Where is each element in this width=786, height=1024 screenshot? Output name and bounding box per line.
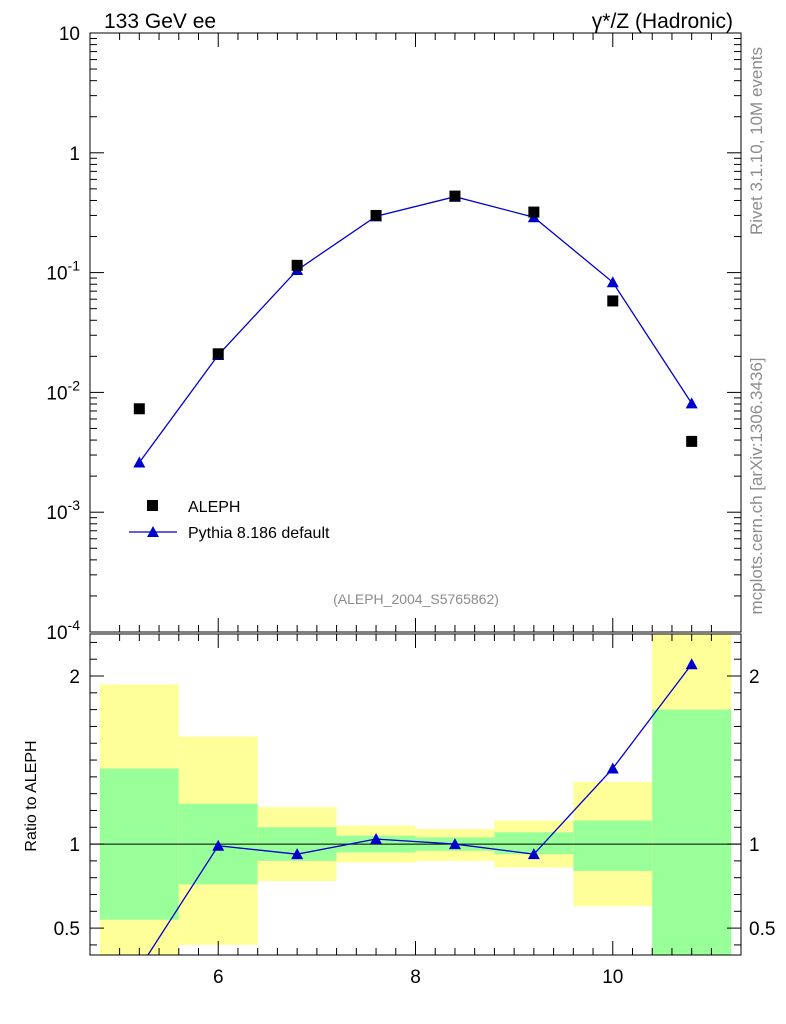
ratio-x-tick-label: 10 — [602, 967, 623, 988]
ratio-panel: 6 8 10 0.5 0.5 1 1 2 2 — [54, 633, 775, 988]
ratio-y-tick-label-right: 2 — [749, 667, 760, 688]
ratio-mc-point — [606, 762, 619, 774]
legend-mc-marker — [147, 526, 159, 537]
ratio-frame — [89, 633, 742, 956]
main-marks — [133, 190, 698, 468]
ratio-inner-band — [573, 820, 653, 871]
main-y-tick-label: 10-4 — [46, 617, 80, 644]
data-point — [607, 295, 619, 307]
ratio-inner-band — [494, 832, 574, 855]
ratio-y-tick-label-right: 1 — [749, 835, 760, 856]
mc-point — [133, 456, 146, 468]
ratio-y-tick-label-left: 2 — [69, 667, 80, 688]
data-point — [528, 206, 540, 218]
ratio-x-tick-label: 8 — [410, 967, 421, 988]
data-point — [449, 190, 461, 202]
ratio-mc-point — [212, 839, 225, 851]
main-y-tick-label: 10-1 — [46, 258, 80, 285]
ratio-mc-point — [527, 848, 540, 860]
data-point — [686, 435, 698, 447]
mc-point — [685, 397, 698, 409]
ratio-inner-band — [652, 709, 732, 955]
data-point — [291, 259, 303, 271]
legend-mc-label: Pythia 8.186 default — [188, 525, 330, 542]
main-y-tick-label: 1 — [69, 144, 80, 165]
main-ticks: 10 1 10-1 10-2 10-3 10-4 — [46, 24, 741, 644]
ratio-y-tick-label-left: 1 — [69, 835, 80, 856]
main-y-tick-label: 10 — [59, 24, 80, 45]
ratio-mc-line — [147, 663, 693, 955]
legend-data-label: ALEPH — [188, 499, 240, 516]
data-point — [133, 403, 145, 415]
data-point — [370, 209, 382, 221]
ratio-y-tick-label-right: 0.5 — [749, 919, 775, 940]
analysis-label: (ALEPH_2004_S5765862) — [333, 591, 499, 607]
ratio-ticks: 6 8 10 0.5 0.5 1 1 2 2 — [54, 634, 775, 988]
legend: ALEPH Pythia 8.186 default — [129, 499, 330, 542]
rivet-label: Rivet 3.1.10, 10M events — [747, 47, 766, 235]
ratio-mc-point — [685, 658, 698, 670]
main-y-tick-label: 10-2 — [46, 377, 80, 404]
mc-line — [138, 196, 693, 463]
main-y-tick-label: 10-3 — [46, 497, 80, 524]
title-left: 133 GeV ee — [104, 10, 216, 33]
ratio-marks — [90, 658, 741, 955]
ratio-ylabel: Ratio to ALEPH — [23, 740, 40, 851]
title-right: γ*/Z (Hadronic) — [592, 10, 733, 33]
main-panel: 10 1 10-1 10-2 10-3 10-4 — [46, 24, 742, 644]
mcplots-label: mcplots.cern.ch [arXiv:1306.3436] — [747, 357, 766, 614]
ratio-bands — [99, 634, 732, 955]
data-point — [212, 348, 224, 360]
legend-data-marker — [147, 500, 158, 511]
ratio-x-tick-label: 6 — [213, 967, 224, 988]
main-frame — [89, 32, 742, 633]
ratio-mc-point — [291, 848, 304, 860]
mc-point — [606, 276, 619, 288]
ratio-mc-point — [448, 838, 461, 850]
ratio-mc-point — [370, 833, 383, 845]
ratio-y-tick-label-left: 0.5 — [54, 919, 80, 940]
